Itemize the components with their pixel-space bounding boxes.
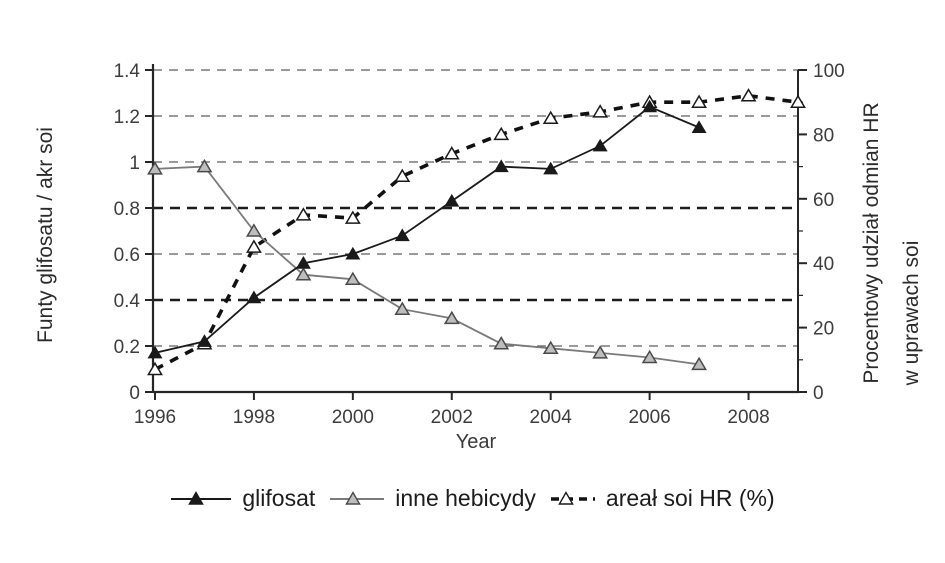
right-axis-tick-label: 0 — [813, 383, 824, 404]
legend-item: glifosat — [170, 485, 315, 512]
legend-item: areał soi HR (%) — [550, 485, 775, 512]
left-axis-tick-label: 0.6 — [114, 245, 140, 266]
left-axis-tick-label: 0.2 — [114, 337, 140, 358]
right-axis-tick-label: 100 — [813, 61, 845, 82]
data-point-inne-hebicydy — [246, 223, 262, 237]
data-point-inne-hebicydy — [196, 158, 213, 173]
data-point-area--soi-hr---- — [246, 239, 262, 253]
legend-marker-inne-hebicydy-icon — [330, 491, 385, 505]
data-point-area--soi-hr---- — [493, 126, 510, 141]
data-point-glifosat — [691, 120, 707, 133]
data-point-inne-hebicydy — [691, 356, 707, 371]
data-point-glifosat — [592, 138, 608, 152]
data-point-glifosat — [543, 161, 559, 175]
data-point-inne-hebicydy — [542, 340, 559, 355]
left-axis-tick-label: 0.4 — [114, 291, 141, 312]
data-point-glifosat — [147, 345, 163, 359]
right-axis-tick-label: 40 — [813, 254, 834, 275]
x-axis-tick-label: 2008 — [727, 407, 769, 428]
left-axis-tick-label: 1 — [129, 153, 140, 174]
x-axis-tick-label: 1996 — [134, 407, 176, 428]
right-axis-tick-label: 60 — [813, 190, 834, 211]
legend-item-label: inne hebicydy — [395, 484, 536, 511]
data-point-area--soi-hr---- — [790, 94, 806, 108]
left-axis-tick-label: 1.4 — [114, 61, 141, 82]
data-point-glifosat — [493, 159, 509, 173]
data-point-area--soi-hr---- — [740, 88, 757, 102]
data-point-inne-hebicydy — [493, 336, 510, 350]
left-axis-tick-label: 0.8 — [114, 199, 140, 220]
data-point-area--soi-hr---- — [542, 110, 559, 125]
data-point-inne-hebicydy — [443, 310, 460, 325]
data-point-inne-hebicydy — [147, 161, 163, 175]
x-axis-tick-label: 2006 — [628, 407, 670, 428]
left-y-axis-title: Funty glifosatu / akr soi — [34, 127, 57, 343]
right-axis-tick-label: 20 — [813, 319, 834, 340]
data-point-area--soi-hr---- — [592, 104, 609, 118]
legend-item: inne hebicydy — [329, 485, 536, 512]
data-point-inne-hebicydy — [344, 271, 361, 286]
x-axis-tick-label: 2004 — [530, 407, 573, 428]
legend-item-label: glifosat — [242, 484, 316, 511]
chart-legend: glifosat inne hebicydy areał soi HR (%) — [0, 478, 945, 518]
x-axis-tick-label: 2002 — [431, 407, 473, 428]
right-y-axis-title-line1: Procentowy udział odmian HR — [860, 102, 883, 383]
series-line-area--soi-hr---- — [154, 93, 799, 372]
data-point-area--soi-hr---- — [394, 168, 411, 183]
data-point-glifosat — [295, 256, 311, 269]
data-point-area--soi-hr---- — [443, 146, 460, 160]
data-point-inne-hebicydy — [592, 345, 609, 359]
data-point-glifosat — [394, 228, 410, 242]
x-axis-tick-label: 2000 — [332, 407, 374, 428]
left-axis-tick-label: 1.2 — [114, 107, 140, 128]
data-point-glifosat — [196, 334, 212, 347]
legend-item-label: areał soi HR (%) — [605, 484, 775, 511]
data-point-glifosat — [444, 193, 460, 207]
data-point-area--soi-hr---- — [344, 210, 361, 224]
legend-marker-area--soi-hr-----icon — [550, 491, 595, 505]
data-point-area--soi-hr---- — [147, 361, 163, 376]
x-axis-title: Year — [456, 431, 497, 453]
series-line-inne-hebicydy — [154, 165, 700, 366]
right-y-axis-title-line2: w uprawach soi — [900, 241, 923, 387]
data-point-inne-hebicydy — [295, 267, 312, 281]
legend-marker-glifosat-icon — [171, 491, 232, 505]
data-point-area--soi-hr---- — [691, 94, 707, 108]
data-point-glifosat — [642, 99, 658, 113]
data-point-area--soi-hr---- — [295, 207, 312, 221]
series-line-glifosat — [154, 105, 700, 354]
data-point-glifosat — [345, 246, 361, 260]
data-point-inne-hebicydy — [641, 349, 658, 364]
x-axis-tick-label: 1998 — [233, 407, 275, 428]
data-point-inne-hebicydy — [394, 301, 411, 315]
data-point-glifosat — [246, 290, 262, 304]
right-axis-tick-label: 80 — [813, 125, 834, 146]
chart-plot-area: 1.4 1.2 1 0.8 0.6 0.4 0.2 0 100 80 60 40 20 0 1996 1998… — [114, 61, 845, 428]
left-axis-tick-label: 0 — [129, 383, 140, 404]
